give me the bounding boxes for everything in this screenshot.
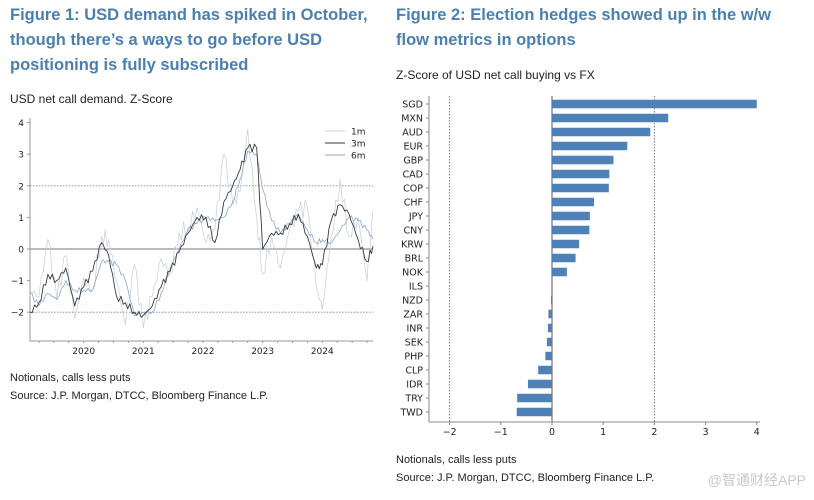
category-label: PHP: [404, 352, 423, 363]
bar-idr: [527, 379, 552, 389]
y-tick-label: 0: [18, 246, 24, 256]
line-chart: −2 −1 0 1 2 3 4 2020 2021 2022 2023 2024 1m 3m 6m: [11, 118, 374, 357]
figure1-source: Source: J.P. Morgan, DTCC, Bloomberg Fin…: [10, 390, 269, 402]
figure2-title-line: flow metrics in options: [396, 31, 576, 49]
x-tick-label: −1: [494, 427, 508, 438]
bar-brl: [552, 253, 576, 263]
legend: 1m 3m 6m: [325, 128, 366, 162]
axes: [29, 118, 373, 342]
figure1-subtitle: USD net call demand. Z-Score: [10, 92, 173, 106]
category-label: CNY: [403, 226, 423, 237]
category-label: CLP: [405, 366, 423, 377]
figure2-subtitle: Z-Score of USD net call buying vs FX: [396, 68, 595, 82]
category-label: CHF: [404, 198, 423, 209]
legend-label: 6m: [351, 152, 366, 162]
y-tick-label: −1: [11, 277, 24, 287]
category-label: TWD: [399, 408, 423, 419]
x-axis-ticks: −2 −1 0 1 2 3 4: [443, 422, 760, 438]
category-label: MXN: [401, 114, 423, 125]
bar-aud: [552, 127, 651, 137]
y-tick-label: 1: [18, 214, 24, 224]
bars: [516, 99, 757, 417]
x-tick-label: 1: [600, 427, 606, 438]
x-tick-label: 2: [651, 427, 657, 438]
x-tick-label: 2023: [251, 347, 274, 357]
figure1-title-line: though there’s a ways to go before USD: [10, 31, 323, 49]
bar-mxn: [552, 113, 669, 123]
bar-try: [517, 393, 552, 403]
x-tick-label: 2020: [72, 347, 95, 357]
axes: [428, 96, 760, 423]
category-label: JPY: [408, 212, 423, 223]
category-label: AUD: [402, 128, 423, 139]
category-label: KRW: [401, 240, 423, 251]
x-tick-label: 2024: [311, 347, 334, 357]
y-axis-ticks: −2 −1 0 1 2 3 4: [11, 119, 30, 319]
category-label: COP: [403, 184, 423, 195]
bar-chart: SGD MXN AUD EUR GBP CAD COP CHF JPY CNY KRW BRL NOK I…: [399, 96, 760, 438]
x-tick-label: −2: [443, 427, 457, 438]
category-label: ILS: [409, 282, 423, 293]
bar-sgd: [552, 99, 757, 109]
bar-clp: [538, 365, 552, 375]
reference-lines: [30, 185, 373, 313]
figure1-notes: Notionals, calls less puts: [10, 372, 131, 384]
category-label: INR: [406, 324, 423, 335]
bar-php: [545, 351, 552, 361]
category-label: ZAR: [403, 310, 423, 321]
y-tick-label: −2: [11, 309, 24, 319]
category-label: GBP: [403, 156, 423, 167]
category-label: BRL: [405, 254, 424, 265]
x-tick-label: 3: [703, 427, 709, 438]
y-tick-label: 4: [18, 119, 24, 129]
y-axis-ticks: SGD MXN AUD EUR GBP CAD COP CHF JPY CNY KRW BRL NOK I…: [399, 100, 429, 419]
bar-chf: [552, 197, 594, 207]
figure1-title-line: positioning is fully subscribed: [10, 56, 249, 74]
bar-sek: [546, 337, 552, 347]
series-lines: [29, 128, 374, 329]
watermark: @智通财经APP: [707, 472, 806, 488]
category-label: CAD: [403, 170, 423, 181]
bar-cny: [552, 225, 590, 235]
bar-eur: [552, 141, 628, 151]
bar-inr: [547, 323, 552, 333]
bar-twd: [516, 407, 552, 417]
series-line-3m: [29, 143, 374, 318]
figure2-source: Source: J.P. Morgan, DTCC, Bloomberg Fin…: [396, 472, 655, 484]
y-tick-label: 2: [18, 182, 24, 192]
x-tick-label: 2022: [192, 347, 215, 357]
figure1-title-line: Figure 1: USD demand has spiked in Octob…: [10, 6, 368, 24]
x-tick-label: 0: [549, 427, 555, 438]
figure2-title-line: Figure 2: Election hedges showed up in t…: [396, 6, 771, 24]
x-tick-label: 2021: [132, 347, 155, 357]
bar-zar: [548, 309, 552, 319]
figure2-notes: Notionals, calls less puts: [396, 454, 517, 466]
legend-label: 3m: [351, 140, 366, 150]
x-axis-ticks: 2020 2021 2022 2023 2024: [38, 341, 368, 357]
y-tick-label: 3: [18, 151, 24, 161]
category-label: IDR: [406, 380, 423, 391]
bar-nok: [552, 267, 567, 277]
series-line-1m: [29, 128, 374, 329]
bar-gbp: [552, 155, 614, 165]
category-label: TRY: [404, 394, 423, 405]
figure1-title: Figure 1: USD demand has spiked in Octob…: [10, 3, 390, 78]
x-tick-label: 4: [754, 427, 760, 438]
category-label: SGD: [402, 100, 423, 111]
category-label: NZD: [402, 296, 423, 307]
category-label: NOK: [402, 268, 424, 279]
bar-krw: [552, 239, 580, 249]
bar-cop: [552, 183, 609, 193]
legend-label: 1m: [351, 128, 366, 138]
bar-jpy: [552, 211, 590, 221]
category-label: EUR: [403, 142, 423, 153]
bar-nzd: [550, 295, 552, 305]
figure2-title: Figure 2: Election hedges showed up in t…: [396, 3, 806, 53]
bar-cad: [552, 169, 610, 179]
category-label: SEK: [405, 338, 424, 349]
